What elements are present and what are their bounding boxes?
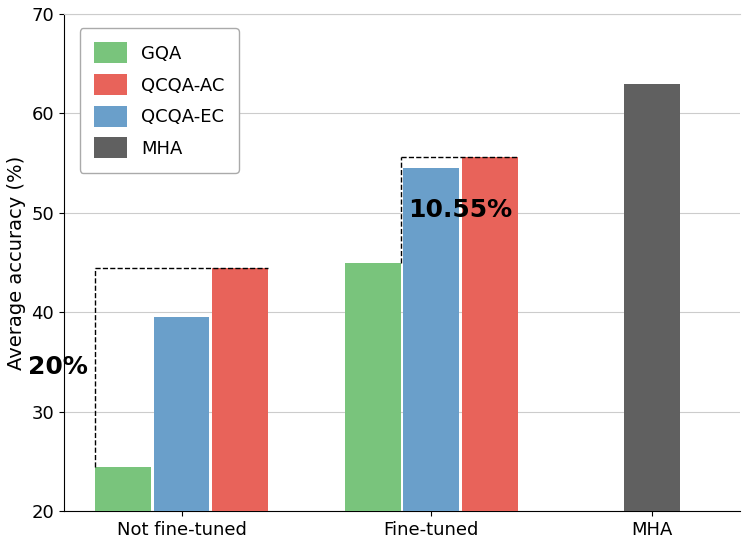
- Legend: GQA, QCQA-AC, QCQA-EC, MHA: GQA, QCQA-AC, QCQA-EC, MHA: [80, 28, 239, 173]
- Bar: [95, 467, 151, 512]
- Text: 20%: 20%: [28, 355, 87, 379]
- Bar: [624, 84, 680, 512]
- Bar: [212, 268, 268, 512]
- Bar: [462, 157, 518, 512]
- Bar: [344, 263, 400, 512]
- Bar: [154, 317, 209, 512]
- Y-axis label: Average accuracy (%): Average accuracy (%): [7, 156, 26, 370]
- Bar: [403, 168, 459, 512]
- Text: 10.55%: 10.55%: [408, 198, 512, 222]
